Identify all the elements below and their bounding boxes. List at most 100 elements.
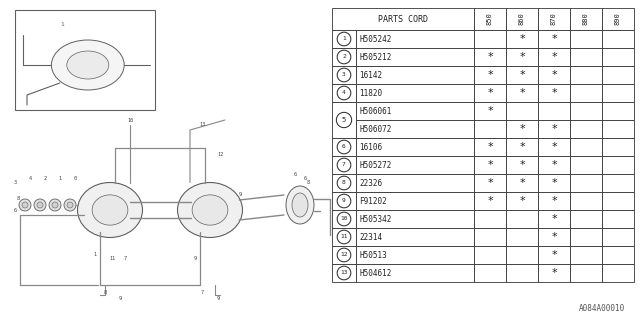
Text: 16106: 16106 <box>359 142 382 151</box>
Text: *: * <box>487 106 493 116</box>
Circle shape <box>337 86 351 100</box>
Bar <box>538 156 570 174</box>
Ellipse shape <box>286 186 314 224</box>
Bar <box>332 210 356 228</box>
Text: 9: 9 <box>118 295 122 300</box>
Bar <box>602 66 634 84</box>
Text: *: * <box>487 160 493 170</box>
Text: 8: 8 <box>104 290 107 294</box>
Circle shape <box>64 199 76 211</box>
Bar <box>356 138 474 156</box>
Text: H504612: H504612 <box>359 268 392 277</box>
Bar <box>474 102 506 120</box>
Circle shape <box>337 112 352 128</box>
Bar <box>474 138 506 156</box>
Bar <box>506 66 538 84</box>
Bar <box>506 8 538 30</box>
Circle shape <box>337 140 351 154</box>
Bar <box>332 102 356 138</box>
Circle shape <box>67 202 73 208</box>
Text: *: * <box>551 88 557 98</box>
Bar <box>538 174 570 192</box>
Bar <box>332 156 356 174</box>
Bar <box>570 120 602 138</box>
Bar <box>538 192 570 210</box>
Bar <box>474 192 506 210</box>
Text: *: * <box>487 52 493 62</box>
Circle shape <box>37 202 43 208</box>
Bar <box>332 174 356 192</box>
Bar <box>356 210 474 228</box>
Circle shape <box>22 202 28 208</box>
Bar <box>570 48 602 66</box>
Text: 16142: 16142 <box>359 70 382 79</box>
Bar <box>474 264 506 282</box>
Text: 11820: 11820 <box>359 89 382 98</box>
Bar <box>474 120 506 138</box>
Bar <box>602 228 634 246</box>
Text: H505342: H505342 <box>359 214 392 223</box>
Text: 6: 6 <box>13 207 17 212</box>
Bar <box>506 174 538 192</box>
Text: H506072: H506072 <box>359 124 392 133</box>
Bar <box>506 102 538 120</box>
Bar <box>538 138 570 156</box>
Text: 7: 7 <box>342 163 346 167</box>
Text: 870: 870 <box>551 12 557 25</box>
Bar <box>356 102 474 120</box>
Text: 9: 9 <box>216 295 220 300</box>
Text: 1: 1 <box>61 22 65 28</box>
Bar <box>506 138 538 156</box>
Circle shape <box>337 230 351 244</box>
Text: 13: 13 <box>340 270 348 276</box>
Bar <box>356 30 474 48</box>
Bar <box>474 84 506 102</box>
Text: 8: 8 <box>342 180 346 186</box>
Text: *: * <box>551 52 557 62</box>
Text: 9: 9 <box>239 193 241 197</box>
Circle shape <box>337 248 351 262</box>
Text: *: * <box>487 70 493 80</box>
Bar <box>356 156 474 174</box>
Circle shape <box>337 158 351 172</box>
Bar <box>570 246 602 264</box>
Bar <box>538 228 570 246</box>
Text: *: * <box>487 196 493 206</box>
Text: 10: 10 <box>340 217 348 221</box>
Bar <box>602 8 634 30</box>
Text: 10: 10 <box>127 117 133 123</box>
Bar <box>538 30 570 48</box>
Circle shape <box>19 199 31 211</box>
Text: *: * <box>487 88 493 98</box>
Bar <box>570 192 602 210</box>
Bar <box>356 264 474 282</box>
Text: 0: 0 <box>74 175 77 180</box>
Text: 22326: 22326 <box>359 179 382 188</box>
Text: H505212: H505212 <box>359 52 392 61</box>
Bar <box>570 66 602 84</box>
Bar <box>506 156 538 174</box>
Bar <box>356 66 474 84</box>
Bar <box>15 10 155 110</box>
Text: 5: 5 <box>342 117 346 123</box>
Bar <box>356 174 474 192</box>
Ellipse shape <box>67 51 109 79</box>
Bar <box>570 102 602 120</box>
Bar <box>506 48 538 66</box>
Text: PARTS CORD: PARTS CORD <box>378 14 428 23</box>
Bar <box>506 30 538 48</box>
Text: 7: 7 <box>124 255 127 260</box>
Circle shape <box>337 68 351 82</box>
Bar <box>332 246 356 264</box>
Bar <box>332 30 356 48</box>
Text: 6: 6 <box>303 175 307 180</box>
Text: 6: 6 <box>342 145 346 149</box>
Bar <box>570 84 602 102</box>
Text: 4: 4 <box>28 175 31 180</box>
Bar <box>602 138 634 156</box>
Text: 9: 9 <box>193 255 196 260</box>
Ellipse shape <box>192 195 228 225</box>
Bar <box>570 156 602 174</box>
Text: 13: 13 <box>199 123 205 127</box>
Ellipse shape <box>292 193 308 217</box>
